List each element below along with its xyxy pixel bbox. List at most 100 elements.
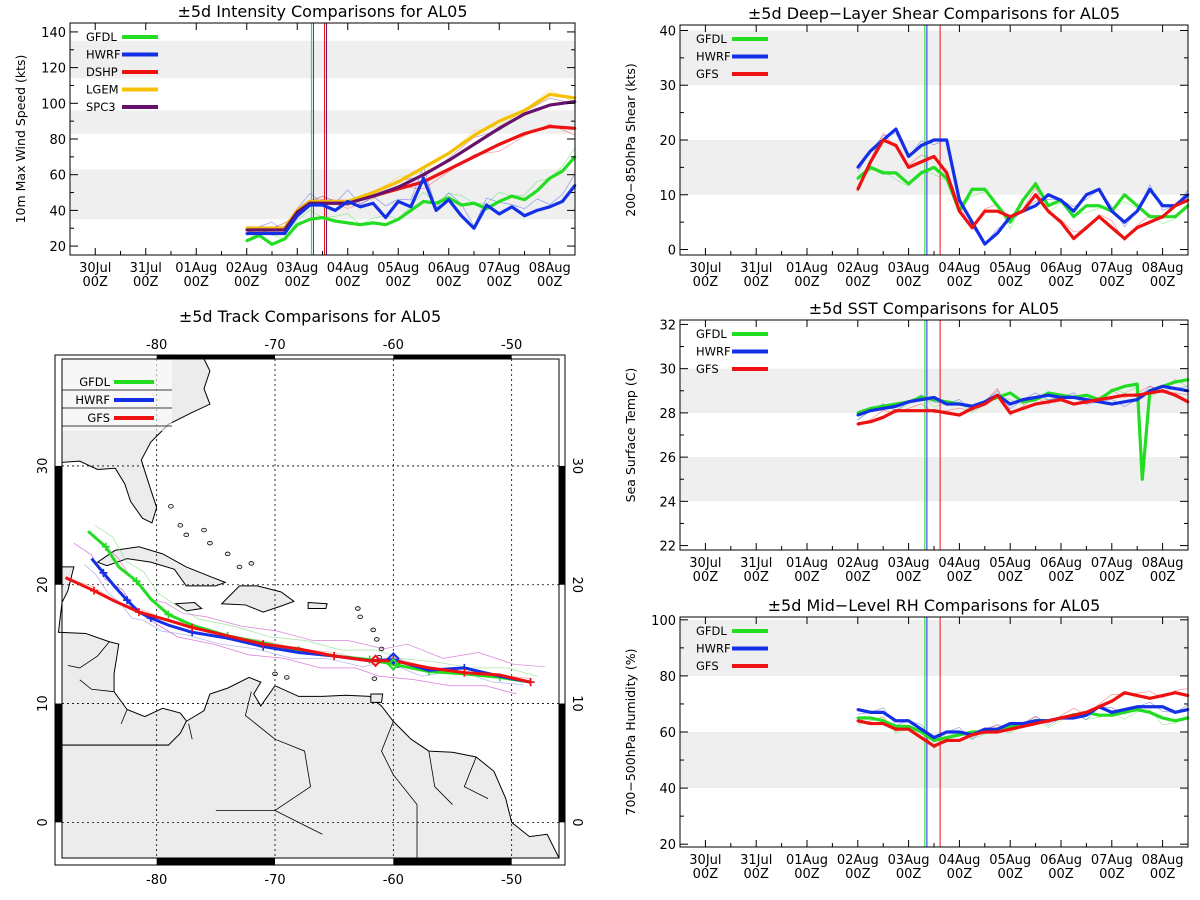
x-tick-date: 01Aug: [175, 261, 217, 276]
data-point-gfdl: [1148, 711, 1152, 714]
data-point-hwrf: [1059, 198, 1063, 202]
map-inner-frame: [61, 358, 560, 859]
data-point-gfdl: [881, 719, 885, 723]
lon-label-bottom: -70: [264, 873, 285, 888]
data-point-spc3: [371, 194, 375, 198]
x-tick-date: 04Aug: [938, 853, 980, 868]
data-point-hwrf: [894, 404, 898, 408]
chart-title: ±5d SST Comparisons for AL05: [809, 299, 1060, 318]
data-point-gfs: [881, 138, 885, 142]
data-point-gfs: [1047, 400, 1050, 404]
data-point-gfdl: [970, 187, 974, 191]
data-point-spc3: [295, 210, 299, 214]
data-point-hwrf: [932, 736, 936, 739]
lat-label-right: 20: [569, 576, 584, 593]
x-tick-hour: 00Z: [845, 570, 871, 585]
data-point-gfs: [1110, 396, 1114, 399]
x-tick-date: 07Aug: [1091, 556, 1133, 571]
data-point-hwrf: [1034, 719, 1037, 723]
data-point-gfdl: [548, 176, 552, 180]
data-point-dshp: [497, 143, 501, 146]
data-point-gfs: [932, 744, 936, 748]
island-16: [248, 561, 255, 566]
island-0: [370, 627, 377, 633]
data-point-gfdl: [1174, 719, 1177, 723]
y-axis-label: 200−850hPa Shear (kts): [623, 63, 638, 216]
x-tick-hour: 00Z: [896, 570, 922, 585]
data-point-gfdl: [1135, 204, 1139, 208]
data-point-hwrf: [920, 398, 923, 401]
x-tick-hour: 00Z: [1048, 275, 1074, 290]
data-point-gfs: [983, 730, 987, 734]
x-tick-date: 06Aug: [1040, 853, 1082, 868]
x-tick-date: 04Aug: [938, 556, 980, 571]
data-point-hwrf: [245, 232, 249, 235]
x-tick-hour: 00Z: [743, 867, 769, 882]
data-point-spc3: [396, 185, 400, 189]
land-hispaniola: [220, 585, 295, 613]
data-point-gfdl: [1047, 204, 1050, 208]
track-point-gfs: [526, 678, 535, 687]
data-point-hwrf: [958, 198, 961, 202]
x-tick-date: 05Aug: [989, 853, 1031, 868]
lon-label-top: -50: [501, 338, 522, 353]
y-tick-label: 80: [49, 133, 66, 148]
data-point-gfs: [869, 160, 872, 164]
island-4: [371, 676, 378, 681]
track-point-gfs: [330, 652, 339, 661]
data-point-gfs: [970, 407, 974, 410]
data-point-hwrf: [1148, 705, 1152, 709]
data-point-gfs: [907, 166, 910, 169]
data-point-hwrf: [497, 212, 501, 216]
x-tick-hour: 00Z: [487, 275, 513, 290]
data-point-gfdl: [932, 739, 936, 742]
data-point-gfdl: [1110, 713, 1114, 717]
y-tick-label: 40: [659, 24, 676, 39]
plot-frame: [679, 319, 1189, 551]
x-tick-hour: 00Z: [845, 867, 871, 882]
land-trinidad: [370, 693, 384, 703]
x-tick-hour: 00Z: [436, 275, 462, 290]
x-tick-hour: 00Z: [997, 275, 1023, 290]
x-tick-hour: 00Z: [1150, 275, 1176, 290]
data-point-hwrf: [472, 226, 476, 230]
shear-panel: 01020304030Jul00Z31Jul00Z01Aug00Z02Aug00…: [623, 4, 1190, 290]
data-point-gfdl: [881, 171, 885, 175]
data-point-hwrf: [1021, 398, 1025, 401]
data-point-hwrf: [907, 155, 910, 158]
x-tick-date: 03Aug: [888, 853, 930, 868]
x-tick-date: 02Aug: [837, 261, 879, 276]
legend-label-gfdl: GFDL: [79, 375, 110, 389]
frame-bar-left: [55, 465, 62, 585]
y-tick-label: 20: [659, 134, 676, 149]
data-point-hwrf: [1110, 402, 1114, 406]
x-tick-hour: 00Z: [693, 275, 719, 290]
x-tick-date: 02Aug: [837, 853, 879, 868]
island-11: [183, 532, 190, 538]
data-point-gfs: [856, 422, 860, 426]
frame-bar-bottom: [393, 858, 512, 865]
data-point-hwrf: [970, 220, 974, 224]
x-tick-hour: 00Z: [1048, 570, 1074, 585]
frame-bar-top: [393, 355, 512, 359]
data-point-hwrf: [869, 711, 872, 714]
data-point-gfs: [1072, 402, 1075, 406]
data-point-gfs: [1008, 215, 1012, 218]
x-tick-hour: 00Z: [1099, 867, 1125, 882]
data-point-dshp: [447, 168, 451, 171]
y-tick-label: 40: [659, 782, 676, 797]
rh-panel: 2040608010030Jul00Z31Jul00Z01Aug00Z02Aug…: [623, 596, 1190, 882]
data-point-hwrf: [535, 209, 539, 212]
data-point-spc3: [447, 159, 451, 162]
data-point-gfdl: [295, 223, 299, 226]
data-point-hwrf: [881, 407, 885, 410]
data-point-gfs: [970, 733, 974, 737]
x-tick-date: 08Aug: [529, 261, 571, 276]
data-point-gfs: [1097, 705, 1101, 709]
legend-label-gfdl: GFDL: [696, 32, 727, 46]
track-line-gfs: [64, 576, 531, 684]
data-point-gfdl: [346, 221, 350, 225]
x-tick-hour: 00Z: [537, 275, 563, 290]
data-point-gfdl: [359, 223, 362, 226]
x-tick-hour: 00Z: [1099, 275, 1125, 290]
